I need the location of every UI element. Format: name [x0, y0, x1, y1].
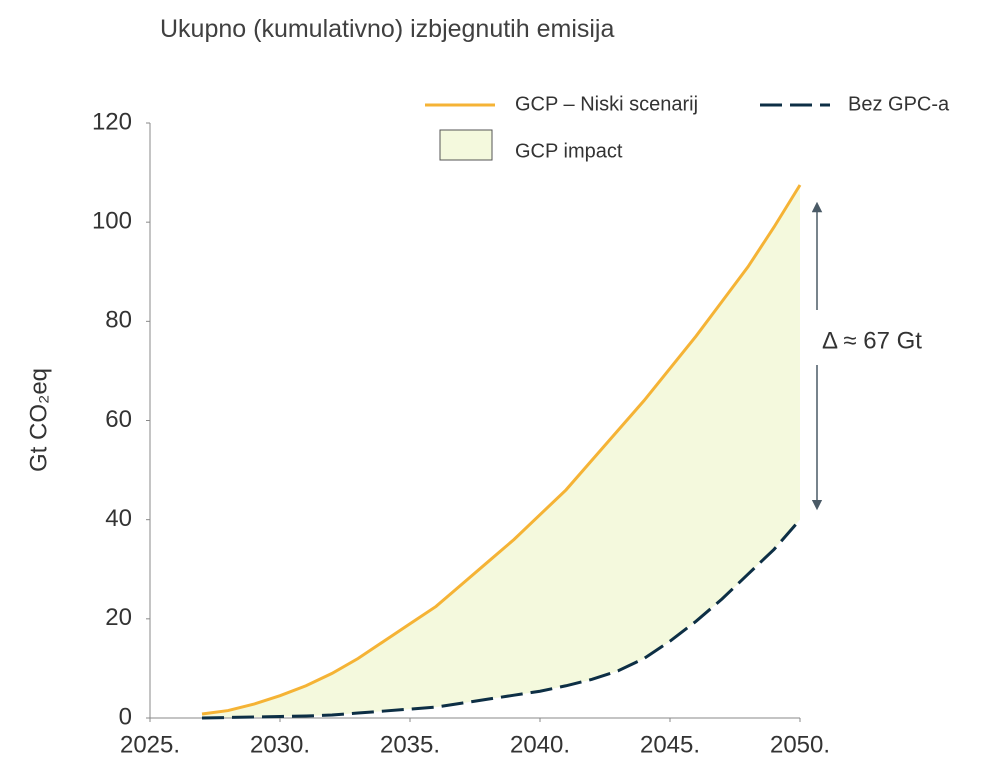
- y-axis-label: Gt CO₂eq: [25, 368, 52, 472]
- impact-area: [202, 184, 800, 718]
- x-tick-label: 2025.: [120, 731, 180, 758]
- x-tick-label: 2035.: [380, 731, 440, 758]
- annotation: Δ ≈ 67 Gt: [822, 327, 922, 354]
- legend-label: GCP impact: [515, 140, 623, 162]
- x-tick-label: 2040.: [510, 731, 570, 758]
- y-tick-label: 20: [105, 604, 132, 631]
- series-line: [201, 184, 802, 716]
- series-line: [201, 518, 802, 720]
- legend-label: GCP – Niski scenarij: [515, 93, 698, 115]
- x-tick-label: 2050.: [770, 731, 830, 758]
- chart-title: Ukupno (kumulativno) izbjegnutih emisija: [160, 15, 615, 43]
- legend-swatch: [439, 129, 493, 161]
- legend-label: Bez GPC-a: [848, 93, 950, 115]
- y-tick-label: 80: [105, 307, 132, 334]
- x-tick-label: 2045.: [640, 731, 700, 758]
- y-tick-label: 100: [92, 208, 132, 235]
- y-tick-label: 0: [119, 703, 132, 730]
- y-tick-label: 60: [105, 406, 132, 433]
- y-tick-label: 120: [92, 108, 132, 135]
- y-tick-label: 40: [105, 505, 132, 532]
- x-tick-label: 2030.: [250, 731, 310, 758]
